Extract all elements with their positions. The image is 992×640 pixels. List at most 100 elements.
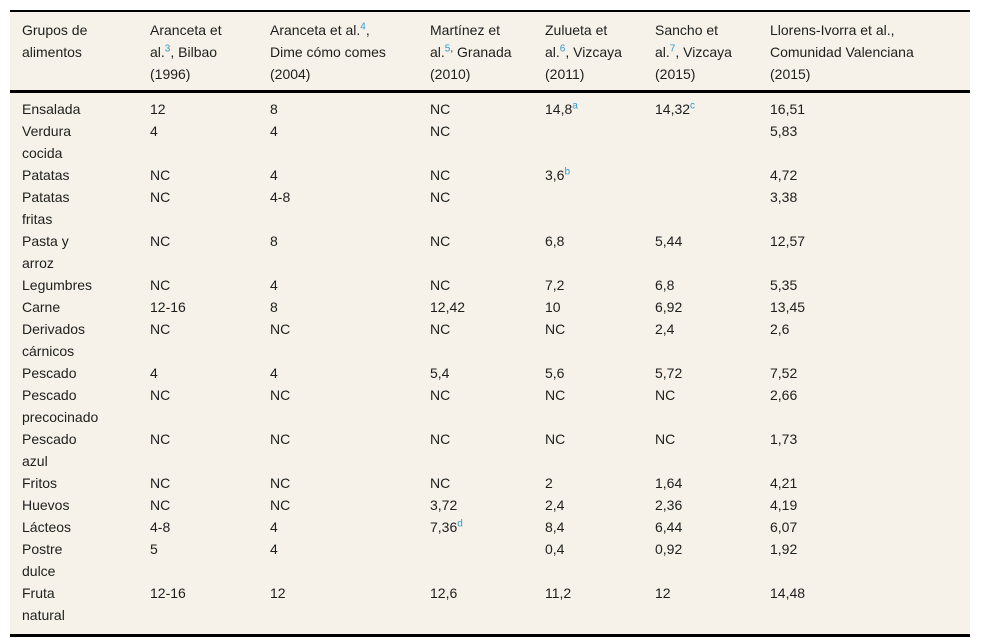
footnote-superscript: d	[457, 518, 463, 530]
cell-value: 5	[150, 541, 158, 557]
cell-value: 14,8a	[545, 92, 655, 121]
cell-value	[545, 120, 655, 164]
cell-value: 6,8	[545, 233, 565, 249]
footnote-superscript: c	[690, 100, 696, 112]
cell-value: NC	[150, 189, 171, 205]
cell-value	[545, 186, 655, 230]
cell-value: 4,19	[770, 497, 798, 513]
cell-value: 12,57	[770, 233, 806, 249]
cell-value: NC	[430, 123, 451, 139]
cell-value: 7,52	[770, 365, 798, 381]
column-header-text: , Bilbao (1996)	[150, 44, 218, 82]
row-label: Fritos	[22, 475, 57, 491]
cell-value: NC	[430, 189, 451, 205]
table-row: Pescado 4 4 5,4 5,6 5,72 7,52	[10, 362, 970, 384]
cell-value: 1,73	[770, 431, 798, 447]
cell-value: 12	[150, 101, 166, 117]
cell-value: NC	[430, 475, 451, 491]
column-header-text: Aranceta et al.	[150, 22, 222, 60]
cell-value: 14,32c	[655, 92, 770, 121]
cell-value: 8	[270, 101, 278, 117]
row-label: Derivados cárnicos	[22, 321, 86, 359]
row-label: Pescado azul	[22, 431, 77, 469]
table-row: Fruta natural 12-16 12 12,6 11,2 12 14,48	[10, 582, 970, 636]
cell-value: 2,6	[770, 321, 790, 337]
cell-number: 14,32	[655, 101, 691, 117]
cell-value: NC	[430, 101, 451, 117]
cell-value: NC	[270, 497, 291, 513]
cell-value: 4	[270, 277, 278, 293]
cell-value: 5,72	[655, 365, 683, 381]
cell-value: 4	[270, 365, 278, 381]
cell-value: 4,72	[770, 167, 798, 183]
cell-value: 7,2	[545, 277, 565, 293]
reference-superscript: 6	[559, 43, 566, 55]
cell-value: 2	[545, 475, 553, 491]
column-header-text: Sancho et al.	[655, 22, 719, 60]
cell-value: 12,6	[430, 585, 458, 601]
cell-value: NC	[270, 431, 291, 447]
cell-value: 3,6b	[545, 164, 655, 186]
row-label: Patatas fritas	[22, 189, 70, 227]
cell-value: 5,4	[430, 365, 450, 381]
cell-value: NC	[545, 321, 566, 337]
table-row: Derivados cárnicos NC NC NC NC 2,4 2,6	[10, 318, 970, 362]
column-header-text: Martínez et al.	[430, 22, 501, 60]
row-label: Pasta y arroz	[22, 233, 69, 271]
cell-value: NC	[270, 387, 291, 403]
table-row: Pescado precocinado NC NC NC NC NC 2,66	[10, 384, 970, 428]
cell-value: NC	[430, 431, 451, 447]
cell-value: NC	[150, 475, 171, 491]
cell-value: 5,6	[545, 365, 565, 381]
cell-value: NC	[150, 233, 171, 249]
cell-value: 3,38	[770, 189, 798, 205]
table-row: Fritos NC NC NC 2 1,64 4,21	[10, 472, 970, 494]
column-header-2: Aranceta et al.4, Dime cómo comes (2004)	[270, 11, 430, 93]
cell-value: 1,92	[770, 541, 798, 557]
cell-value: 4	[150, 123, 158, 139]
table-header: Grupos de alimentos Aranceta et al.3, Bil…	[10, 11, 970, 93]
cell-value: 0,92	[655, 541, 683, 557]
cell-value: NC	[270, 321, 291, 337]
column-header-0: Grupos de alimentos	[10, 11, 150, 93]
reference-superscript: 3	[164, 43, 171, 55]
cell-value: 12-16	[150, 299, 186, 315]
cell-value: 12	[655, 585, 671, 601]
cell-value: NC	[430, 233, 451, 249]
row-label: Legumbres	[22, 277, 93, 293]
column-header-text: , Dime cómo comes (2004)	[270, 22, 386, 82]
cell-value: 4	[150, 365, 158, 381]
cell-value: 5,44	[655, 233, 683, 249]
cell-number: 7,36	[430, 519, 458, 535]
table-header-row: Grupos de alimentos Aranceta et al.3, Bil…	[10, 11, 970, 93]
cell-value: 10	[545, 299, 561, 315]
row-label: Pescado	[22, 365, 77, 381]
row-label: Pescado precocinado	[22, 387, 99, 425]
column-header-6: Llorens-Ivorra et al., Comunidad Valenci…	[770, 11, 970, 93]
reference-superscript: 4	[360, 21, 366, 33]
column-header-text: Zulueta et al.	[545, 22, 608, 60]
column-header-text: Grupos de alimentos	[22, 22, 88, 60]
cell-value: 4-8	[150, 519, 171, 535]
cell-value: 6,07	[770, 519, 798, 535]
food-groups-table: Grupos de alimentos Aranceta et al.3, Bil…	[10, 10, 970, 637]
superscript-punctuation: ,	[450, 43, 454, 55]
column-header-text: , Vizcaya (2011)	[545, 44, 622, 82]
cell-value	[655, 186, 770, 230]
table-row: Patatas NC 4 NC 3,6b 4,72	[10, 164, 970, 186]
column-header-text: , Vizcaya (2015)	[655, 44, 732, 82]
table-row: Pescado azul NC NC NC NC NC 1,73	[10, 428, 970, 472]
cell-value: 2,66	[770, 387, 798, 403]
column-header-text: Llorens-Ivorra et al., Comunidad Valenci…	[770, 22, 914, 82]
reference-superscript: 5	[444, 43, 451, 55]
cell-value: 3,72	[430, 497, 458, 513]
cell-value: NC	[150, 387, 171, 403]
row-label: Postre dulce	[22, 541, 63, 579]
row-label: Carne	[22, 299, 61, 315]
cell-value: 2,4	[655, 321, 675, 337]
cell-value: 5,35	[770, 277, 798, 293]
column-header-4: Zulueta et al.6, Vizcaya (2011)	[545, 11, 655, 93]
cell-value: 5,83	[770, 123, 798, 139]
column-header-1: Aranceta et al.3, Bilbao (1996)	[150, 11, 270, 93]
cell-value	[655, 120, 770, 164]
